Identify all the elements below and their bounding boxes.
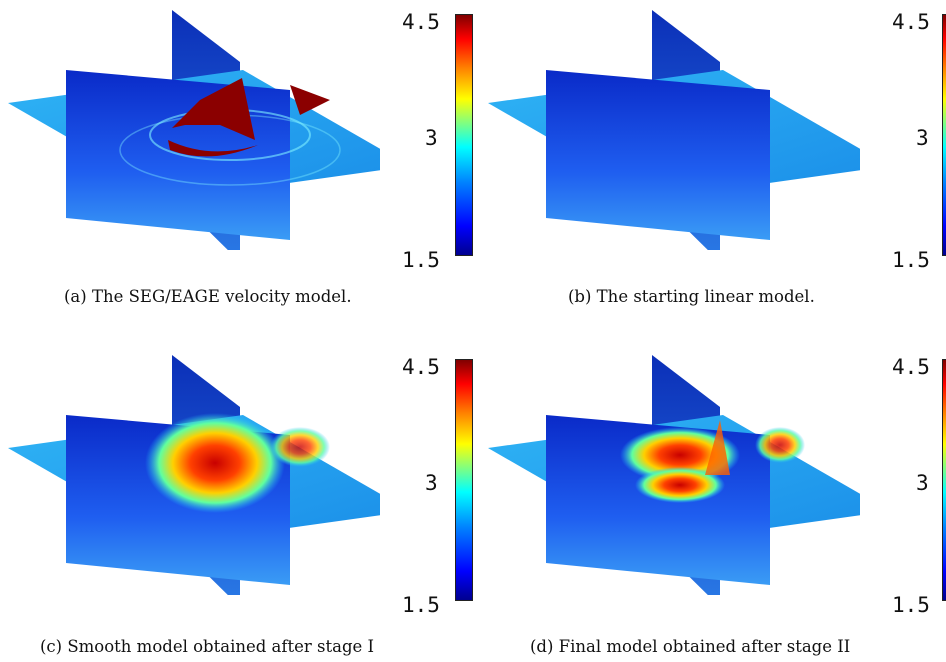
colorbar-mid-label: 3 [916,471,929,495]
colorbar-mid-label: 3 [425,126,438,150]
panel-b: 4.5 3 1.5 (b) The starting linear model. [480,0,946,320]
colorbar-max-label: 4.5 [402,355,440,379]
colorbar-min-label: 1.5 [892,248,930,272]
colorbar [455,359,473,601]
velocity-figure-b [488,10,860,250]
panel-d: 4.5 3 1.5 (d) Final model obtained after… [480,345,946,662]
colorbar-min-label: 1.5 [892,593,930,617]
caption-a: (a) The SEG/EAGE velocity model. [64,287,352,306]
caption-d: (d) Final model obtained after stage II [530,637,851,656]
colorbar [942,359,946,601]
colorbar-max-label: 4.5 [892,355,930,379]
colorbar [455,14,473,256]
caption-c: (c) Smooth model obtained after stage I [40,637,375,656]
velocity-figure-c [8,355,380,595]
colorbar-mid-label: 3 [916,126,929,150]
colorbar-max-label: 4.5 [892,10,930,34]
velocity-figure-d [488,355,860,595]
panel-c: 4.5 3 1.5 (c) Smooth model obtained afte… [0,345,473,662]
colorbar [942,14,946,256]
colorbar-min-label: 1.5 [402,593,440,617]
colorbar-max-label: 4.5 [402,10,440,34]
caption-b: (b) The starting linear model. [568,287,815,306]
colorbar-mid-label: 3 [425,471,438,495]
colorbar-min-label: 1.5 [402,248,440,272]
velocity-figure-a [8,10,380,250]
panel-a: 4.5 3 1.5 (a) The SEG/EAGE velocity mode… [0,0,473,320]
